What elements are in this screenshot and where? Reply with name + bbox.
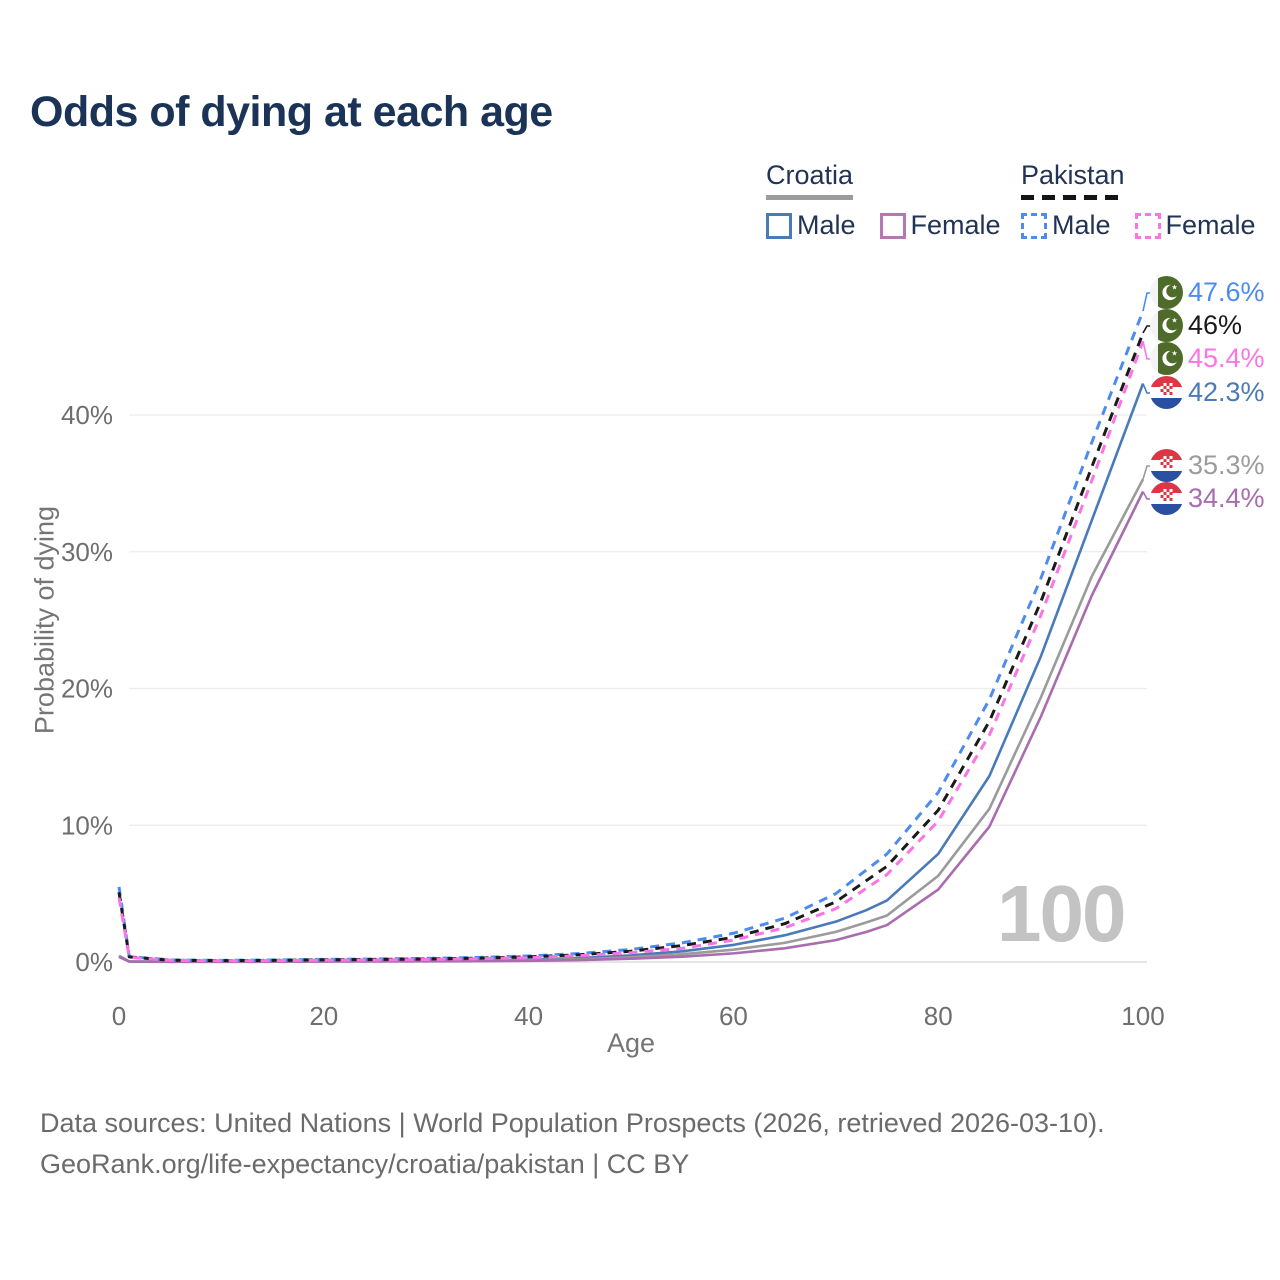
legend-toggle-croatia-female[interactable]: Female — [879, 210, 1001, 241]
y-tick-10: 10% — [61, 810, 113, 840]
end-label-croatia-all: 35.3% — [1150, 449, 1265, 482]
pakistan-male-label: Male — [1052, 210, 1111, 240]
end-value-pakistan-all: 46% — [1188, 310, 1243, 340]
end-value-pakistan-female: 45.4% — [1188, 343, 1265, 373]
y-tick-40: 40% — [61, 400, 113, 430]
end-label-croatia-male: 42.3% — [1150, 376, 1265, 409]
pakistan-dashed-line-swatch — [1021, 195, 1125, 200]
series-line-pakistan-male[interactable] — [117, 310, 1145, 962]
end-value-pakistan-male: 47.6% — [1188, 277, 1265, 307]
legend-country-croatia-label: Croatia — [766, 160, 854, 190]
end-label-pakistan-female: 45.4% — [1150, 342, 1265, 375]
x-tick-20: 20 — [309, 1001, 338, 1031]
croatia-flag-icon — [1150, 449, 1183, 482]
legend-country-croatia[interactable]: Croatia — [766, 160, 854, 200]
end-label-pakistan-all: 46% — [1150, 309, 1242, 342]
hover-age-watermark: 100 — [997, 869, 1126, 958]
legend-toggle-pakistan-male[interactable]: Male — [1021, 210, 1111, 241]
legend-country-pakistan-label: Pakistan — [1021, 160, 1125, 190]
legend-toggle-croatia-male[interactable]: Male — [766, 210, 856, 241]
y-tick-30: 30% — [61, 537, 113, 567]
attribution-line: GeoRank.org/life-expectancy/croatia/paki… — [40, 1149, 690, 1179]
source-line: Data sources: United Nations | World Pop… — [40, 1108, 1105, 1138]
legend-country-pakistan[interactable]: Pakistan — [1021, 160, 1125, 200]
x-tick-60: 60 — [719, 1001, 748, 1031]
y-tick-20: 20% — [61, 674, 113, 704]
series-line-pakistan-female[interactable] — [117, 340, 1145, 963]
pakistan-flag-icon — [1150, 276, 1183, 309]
croatia-solid-line-swatch — [766, 195, 854, 200]
croatia-female-label: Female — [910, 210, 1001, 240]
end-value-croatia-all: 35.3% — [1188, 450, 1265, 480]
end-label-pakistan-male: 47.6% — [1150, 276, 1265, 309]
croatia-female-swatch-icon — [879, 212, 906, 239]
pakistan-female-swatch-icon — [1134, 212, 1161, 239]
pakistan-flag-icon — [1150, 342, 1183, 375]
croatia-flag-icon — [1150, 482, 1183, 515]
chart-title: Odds of dying at each age — [30, 88, 553, 136]
end-label-croatia-female: 34.4% — [1150, 482, 1265, 515]
series-line-pakistan-all[interactable] — [117, 332, 1145, 963]
legend-group-pakistan: Pakistan Male Female — [1021, 160, 1256, 241]
croatia-flag-icon — [1150, 376, 1183, 409]
x-tick-100: 100 — [1121, 1001, 1164, 1031]
legend-items-pakistan: Male Female — [1021, 210, 1256, 241]
y-tick-0: 0% — [75, 947, 113, 977]
data-source-note: Data sources: United Nations | World Pop… — [40, 1103, 1105, 1185]
pakistan-male-swatch-icon — [1021, 212, 1047, 239]
x-tick-40: 40 — [514, 1001, 543, 1031]
legend-toggle-pakistan-female[interactable]: Female — [1134, 210, 1256, 241]
x-tick-0: 0 — [112, 1001, 126, 1031]
end-value-croatia-female: 34.4% — [1188, 483, 1265, 513]
croatia-male-swatch-icon — [766, 212, 792, 239]
legend-group-croatia: Croatia Male Female — [766, 160, 1001, 241]
pakistan-flag-icon — [1150, 309, 1183, 342]
x-tick-80: 80 — [924, 1001, 953, 1031]
croatia-male-label: Male — [797, 210, 856, 240]
legend-items-croatia: Male Female — [766, 210, 1001, 241]
x-axis-title: Age — [606, 1028, 656, 1058]
pakistan-female-label: Female — [1165, 210, 1256, 240]
series-line-croatia-male[interactable] — [118, 383, 1145, 964]
series-line-croatia-female[interactable] — [118, 491, 1145, 964]
end-value-croatia-male: 42.3% — [1188, 377, 1265, 407]
